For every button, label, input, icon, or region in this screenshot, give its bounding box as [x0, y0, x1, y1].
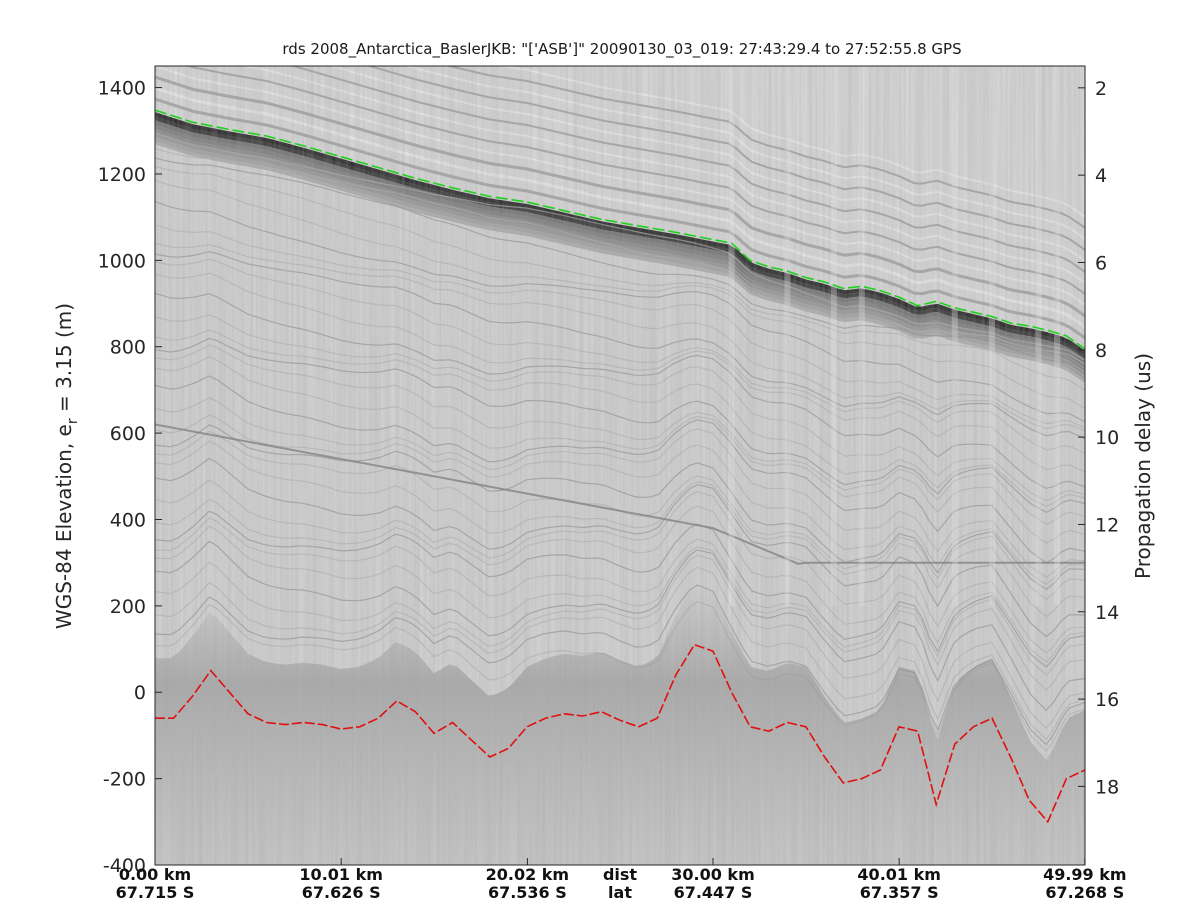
dist-row-label: dist	[603, 865, 637, 884]
surface-pick-line	[155, 109, 1085, 350]
lat-tick-label: 67.626 S	[302, 883, 381, 900]
right-tick-label: 14	[1095, 602, 1119, 624]
left-tick-label: 1200	[98, 164, 146, 186]
dist-tick-label: 10.01 km	[299, 865, 383, 884]
left-axis: 1400 1200 1000 800 600 400 200 0 -200 -400	[98, 78, 162, 877]
dist-tick-label: 49.99 km	[1043, 865, 1127, 884]
dist-tick-label: 30.00 km	[671, 865, 755, 884]
right-axis: 2 4 6 8 10 12 14 16 18	[1078, 78, 1119, 798]
plot-frame	[154, 65, 1086, 866]
dist-tick-label: 40.01 km	[857, 865, 941, 884]
lat-tick-label: 67.357 S	[860, 883, 939, 900]
right-tick-label: 10	[1095, 427, 1119, 449]
right-tick-label: 4	[1095, 165, 1107, 187]
left-tick-label: 400	[110, 509, 146, 531]
right-tick-label: 18	[1095, 776, 1119, 798]
right-axis-label: Propagation delay (us)	[1131, 353, 1155, 579]
right-tick-label: 12	[1095, 514, 1119, 536]
left-tick-label: 800	[110, 337, 146, 359]
left-tick-label: -200	[103, 769, 146, 791]
left-tick-label: 1400	[98, 78, 146, 100]
lat-tick-label: 67.268 S	[1045, 883, 1124, 900]
lat-tick-label: 67.715 S	[116, 883, 195, 900]
left-tick-label: 1000	[98, 250, 146, 272]
dist-tick-label: 20.02 km	[486, 865, 570, 884]
right-tick-label: 16	[1095, 689, 1119, 711]
lat-row-label: lat	[608, 883, 632, 900]
left-tick-label: 0	[134, 682, 146, 704]
left-tick-label: 200	[110, 596, 146, 618]
left-axis-label: WGS-84 Elevation, er = 3.15 (m)	[52, 303, 81, 629]
lat-tick-label: 67.447 S	[674, 883, 753, 900]
chart-title: rds 2008_Antarctica_BaslerJKB: "['ASB']"…	[282, 40, 961, 59]
right-tick-label: 8	[1095, 340, 1107, 362]
right-tick-label: 6	[1095, 252, 1107, 274]
left-tick-label: 600	[110, 423, 146, 445]
lat-tick-label: 67.536 S	[488, 883, 567, 900]
right-tick-label: 2	[1095, 78, 1107, 100]
radargram-image	[155, 66, 1085, 865]
bed-pick-line	[155, 643, 1085, 824]
left-tick-label: -400	[103, 855, 146, 877]
dist-tick-label: 0.00 km	[119, 865, 191, 884]
